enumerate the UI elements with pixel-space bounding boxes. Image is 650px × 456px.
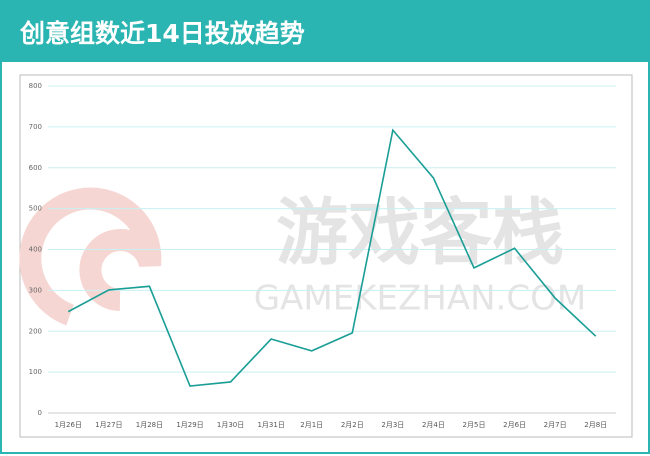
x-tick-label: 2月8日 — [584, 421, 607, 429]
x-tick-label: 1月26日 — [55, 421, 82, 429]
y-tick-label: 0 — [38, 409, 42, 417]
x-tick-label: 2月3日 — [381, 421, 404, 429]
y-tick-label: 800 — [29, 82, 42, 90]
y-tick-label: 300 — [29, 286, 42, 294]
x-tick-label: 1月28日 — [136, 421, 163, 429]
x-tick-label: 2月6日 — [503, 421, 526, 429]
title: 创意组数近14日投放趋势 — [20, 19, 305, 48]
y-tick-label: 600 — [29, 164, 42, 172]
x-tick-label: 1月27日 — [95, 421, 122, 429]
watermark-text: 游戏客栈 — [276, 191, 564, 275]
y-tick-label: 500 — [29, 205, 42, 213]
watermark-logo — [19, 187, 162, 326]
x-tick-label: 1月29日 — [176, 421, 203, 429]
x-tick-label: 2月7日 — [544, 421, 567, 429]
y-tick-label: 100 — [29, 368, 42, 376]
y-tick-label: 700 — [29, 123, 42, 131]
x-tick-label: 2月2日 — [341, 421, 364, 429]
x-tick-label: 2月1日 — [300, 421, 323, 429]
y-tick-label: 200 — [29, 327, 42, 335]
x-tick-label: 2月4日 — [422, 421, 445, 429]
frame — [0, 62, 650, 454]
x-tick-label: 2月5日 — [463, 421, 486, 429]
x-tick-label: 1月30日 — [217, 421, 244, 429]
y-tick-label: 400 — [29, 246, 42, 254]
line — [67, 128, 597, 387]
watermark-subtext: GAMEKEZHAN.COM — [254, 279, 586, 319]
header: 创意组数近14日投放趋势 — [0, 0, 650, 62]
x-tick-label: 1月31日 — [257, 421, 284, 429]
